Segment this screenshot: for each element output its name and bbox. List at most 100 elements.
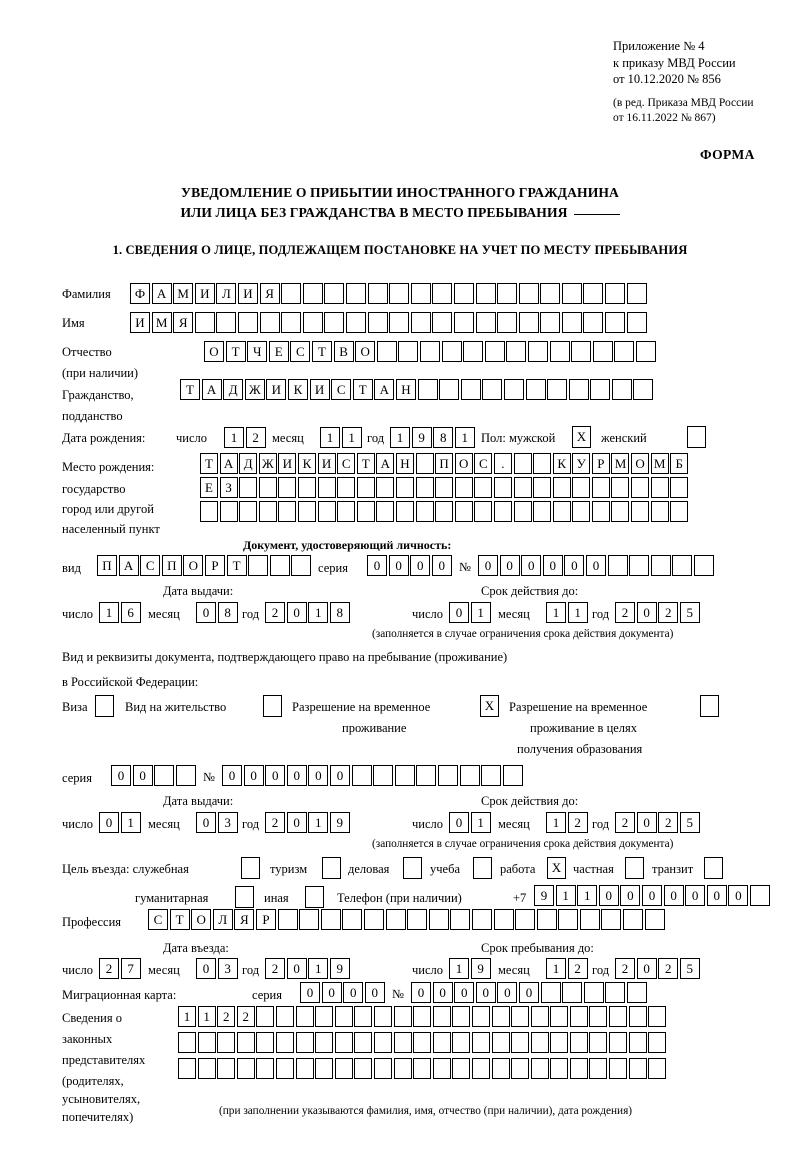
char-cell[interactable] xyxy=(605,982,626,1003)
char-cell[interactable] xyxy=(547,379,568,400)
char-cell[interactable] xyxy=(525,379,546,400)
char-cell[interactable] xyxy=(611,501,630,522)
char-cell[interactable] xyxy=(471,1032,490,1053)
char-cell[interactable] xyxy=(471,1058,490,1079)
char-cell[interactable] xyxy=(518,312,539,333)
char-cell[interactable] xyxy=(670,501,689,522)
char-cell[interactable] xyxy=(389,312,410,333)
char-cell[interactable] xyxy=(315,1058,334,1079)
char-cell[interactable]: 9 xyxy=(470,958,491,979)
char-cell[interactable]: 1 xyxy=(577,885,598,906)
char-cell[interactable] xyxy=(320,909,341,930)
birth-place-input-row-3[interactable] xyxy=(200,501,690,522)
char-cell[interactable]: И xyxy=(317,453,336,474)
char-cell[interactable] xyxy=(407,909,428,930)
char-cell[interactable]: 0 xyxy=(636,958,657,979)
char-cell[interactable]: С xyxy=(140,555,161,576)
char-cell[interactable] xyxy=(550,1058,569,1079)
char-cell[interactable]: Т xyxy=(225,341,246,362)
char-cell[interactable] xyxy=(626,312,647,333)
char-cell[interactable] xyxy=(453,312,474,333)
char-cell[interactable]: 1 xyxy=(449,958,469,979)
char-cell[interactable] xyxy=(376,477,395,498)
char-cell[interactable]: Д xyxy=(239,453,258,474)
char-cell[interactable] xyxy=(277,909,298,930)
purpose-other-checkbox[interactable] xyxy=(305,886,324,908)
char-cell[interactable] xyxy=(200,501,218,522)
char-cell[interactable] xyxy=(623,909,644,930)
char-cell[interactable] xyxy=(513,477,532,498)
char-cell[interactable] xyxy=(395,501,414,522)
char-cell[interactable]: О xyxy=(204,341,224,362)
char-cell[interactable] xyxy=(317,477,336,498)
char-cell[interactable] xyxy=(650,555,671,576)
char-cell[interactable] xyxy=(460,379,481,400)
char-cell[interactable]: 0 xyxy=(542,555,563,576)
char-cell[interactable] xyxy=(609,1032,628,1053)
char-cell[interactable] xyxy=(351,765,372,786)
char-cell[interactable] xyxy=(552,477,571,498)
char-cell[interactable]: Ф xyxy=(130,283,150,304)
char-cell[interactable] xyxy=(295,1058,314,1079)
char-cell[interactable]: А xyxy=(376,453,395,474)
char-cell[interactable]: 0 xyxy=(222,765,242,786)
char-cell[interactable] xyxy=(417,379,438,400)
char-cell[interactable]: 2 xyxy=(658,602,679,623)
char-cell[interactable]: Я xyxy=(234,909,255,930)
char-cell[interactable]: К xyxy=(297,453,316,474)
char-cell[interactable] xyxy=(317,501,336,522)
char-cell[interactable]: У xyxy=(572,453,591,474)
char-cell[interactable] xyxy=(569,1006,588,1027)
char-cell[interactable] xyxy=(513,501,532,522)
char-cell[interactable]: 0 xyxy=(388,555,409,576)
purpose-transit-checkbox[interactable] xyxy=(704,857,723,879)
char-cell[interactable] xyxy=(376,341,397,362)
char-cell[interactable] xyxy=(393,1006,412,1027)
char-cell[interactable] xyxy=(648,1032,667,1053)
char-cell[interactable] xyxy=(515,909,536,930)
char-cell[interactable] xyxy=(533,453,552,474)
char-cell[interactable]: 0 xyxy=(196,602,216,623)
char-cell[interactable]: К xyxy=(552,453,571,474)
char-cell[interactable]: Е xyxy=(268,341,289,362)
char-cell[interactable] xyxy=(475,283,496,304)
char-cell[interactable] xyxy=(497,283,518,304)
char-cell[interactable]: И xyxy=(130,312,150,333)
char-cell[interactable]: 0 xyxy=(499,555,520,576)
char-cell[interactable] xyxy=(518,283,539,304)
char-cell[interactable]: 0 xyxy=(196,958,216,979)
char-cell[interactable] xyxy=(373,765,394,786)
char-cell[interactable]: А xyxy=(151,283,172,304)
char-cell[interactable] xyxy=(295,1006,314,1027)
char-cell[interactable] xyxy=(334,1032,353,1053)
char-cell[interactable] xyxy=(376,501,395,522)
char-cell[interactable]: О xyxy=(191,909,212,930)
char-cell[interactable] xyxy=(475,312,496,333)
char-cell[interactable] xyxy=(482,379,503,400)
char-cell[interactable]: 3 xyxy=(217,812,238,833)
legal-rep-input-row-2[interactable] xyxy=(178,1032,668,1053)
char-cell[interactable] xyxy=(474,477,493,498)
char-cell[interactable] xyxy=(324,283,345,304)
temp-residence-checkbox[interactable]: X xyxy=(480,695,499,717)
char-cell[interactable]: 0 xyxy=(564,555,585,576)
char-cell[interactable]: 0 xyxy=(111,765,131,786)
char-cell[interactable]: С xyxy=(337,453,356,474)
char-cell[interactable]: 0 xyxy=(286,765,307,786)
char-cell[interactable] xyxy=(558,909,579,930)
char-cell[interactable] xyxy=(590,379,611,400)
char-cell[interactable]: П xyxy=(435,453,454,474)
temp-edu-checkbox[interactable] xyxy=(700,695,719,717)
char-cell[interactable] xyxy=(540,283,561,304)
char-cell[interactable] xyxy=(550,1006,569,1027)
char-cell[interactable] xyxy=(297,501,316,522)
char-cell[interactable] xyxy=(511,1058,530,1079)
char-cell[interactable] xyxy=(583,312,604,333)
char-cell[interactable] xyxy=(345,312,366,333)
